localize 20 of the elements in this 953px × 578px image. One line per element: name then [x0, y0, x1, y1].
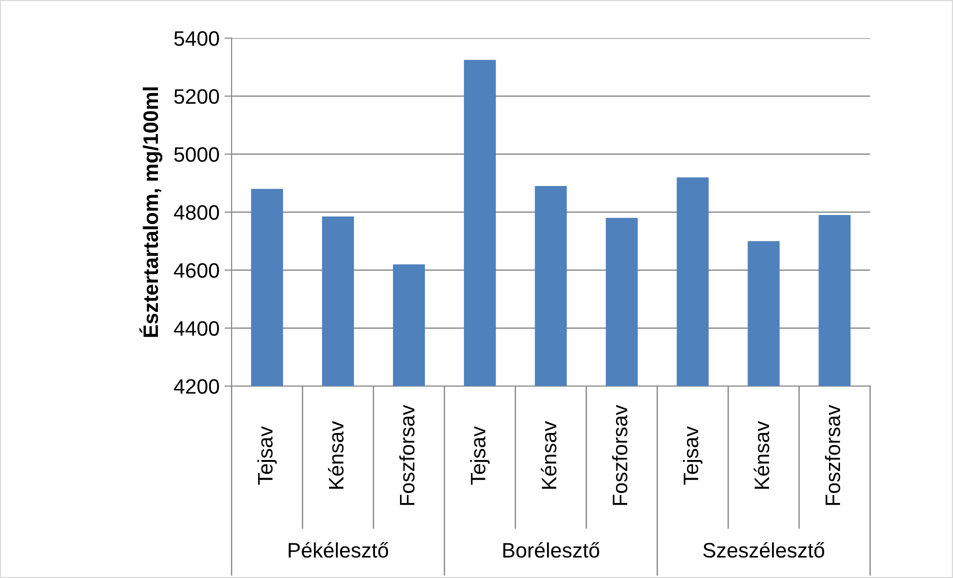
x-tick-label: Foszforsav [612, 404, 628, 505]
x-tick-label: Tejsav [470, 426, 490, 485]
text: Pékélesztő [288, 542, 388, 558]
x-tick-label: Kénsav [540, 421, 556, 489]
y-tick-label: 5400 [174, 31, 219, 46]
text: Szeszélesztő [703, 542, 824, 558]
x-tick-label: Kénsav [328, 421, 344, 489]
y-tick-label: 5200 [174, 89, 219, 104]
y-axis-title: Észtertartalom, mg/100ml [139, 87, 162, 337]
x-tick-label: Tejsav [257, 426, 277, 485]
y-tick-label: 5000 [174, 147, 219, 162]
x-tick-label: Foszforsav [824, 404, 840, 505]
y-tick-label: 4600 [174, 263, 219, 278]
x-tick-label: Foszforsav [399, 404, 415, 505]
x-tick-label: Kénsav [754, 421, 770, 489]
y-tick-label: 4800 [174, 205, 219, 220]
text: Borélesztő [503, 542, 600, 558]
y-tick-label: 4400 [174, 321, 219, 336]
y-tick-label: 4200 [174, 379, 219, 394]
x-tick-label: Tejsav [683, 426, 702, 485]
